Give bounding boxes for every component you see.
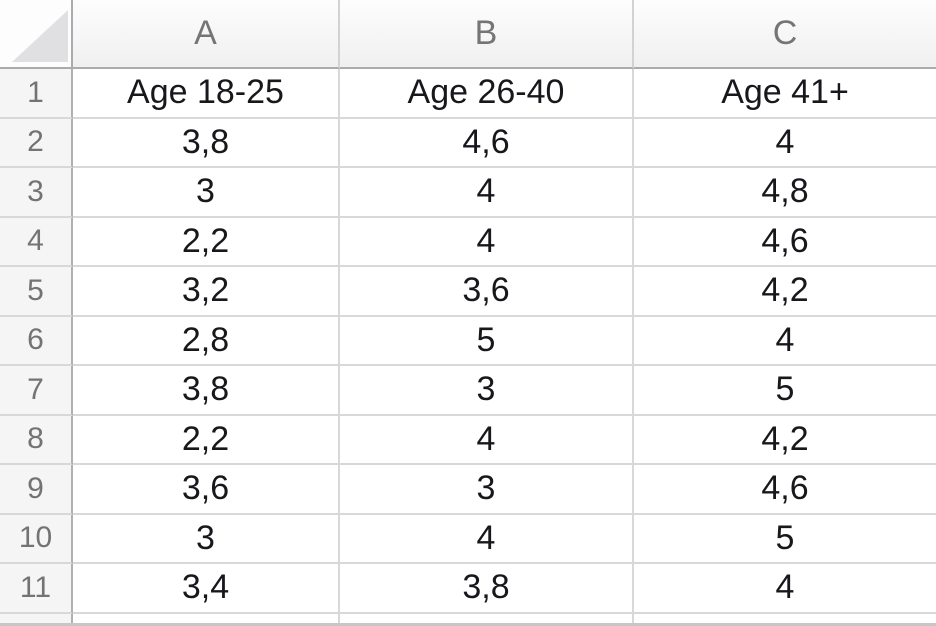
cell-a10[interactable]: 3 [73,514,340,564]
row-header-6[interactable]: 6 [0,316,73,366]
select-all-corner[interactable] [0,0,73,69]
cell-a7[interactable]: 3,8 [73,366,340,416]
cell-b1[interactable]: Age 26-40 [340,69,634,119]
cell-b7[interactable]: 3 [340,366,634,416]
row-header-9[interactable]: 9 [0,465,73,515]
column-header-row: A B C [0,0,936,69]
table-row: 5 3,2 3,6 4,2 [0,267,936,317]
row-header-2[interactable]: 2 [0,118,73,168]
cell-a3[interactable]: 3 [73,168,340,218]
cell-c8[interactable]: 4,2 [634,415,936,465]
row-header-12-partial[interactable] [0,613,73,626]
cell-a8[interactable]: 2,2 [73,415,340,465]
cell-b11[interactable]: 3,8 [340,564,634,614]
cell-c12-partial[interactable] [634,613,936,626]
cell-c11[interactable]: 4 [634,564,936,614]
cell-b2[interactable]: 4,6 [340,118,634,168]
cell-b3[interactable]: 4 [340,168,634,218]
cell-b8[interactable]: 4 [340,415,634,465]
column-header-c[interactable]: C [634,0,936,69]
table-row: 9 3,6 3 4,6 [0,465,936,515]
table-row: 1 Age 18-25 Age 26-40 Age 41+ [0,69,936,119]
table-row: 11 3,4 3,8 4 [0,564,936,614]
table-row: 7 3,8 3 5 [0,366,936,416]
cell-c7[interactable]: 5 [634,366,936,416]
table-row: 8 2,2 4 4,2 [0,415,936,465]
cell-b9[interactable]: 3 [340,465,634,515]
row-header-11[interactable]: 11 [0,564,73,614]
table-row: 6 2,8 5 4 [0,316,936,366]
cell-c6[interactable]: 4 [634,316,936,366]
table-row: 3 3 4 4,8 [0,168,936,218]
table-row-partial [0,613,936,626]
cell-c9[interactable]: 4,6 [634,465,936,515]
row-header-10[interactable]: 10 [0,514,73,564]
cell-a12-partial[interactable] [73,613,340,626]
cell-a11[interactable]: 3,4 [73,564,340,614]
cell-a6[interactable]: 2,8 [73,316,340,366]
cell-c4[interactable]: 4,6 [634,217,936,267]
cell-b10[interactable]: 4 [340,514,634,564]
cell-a1[interactable]: Age 18-25 [73,69,340,119]
cell-b5[interactable]: 3,6 [340,267,634,317]
table-row: 4 2,2 4 4,6 [0,217,936,267]
cell-a9[interactable]: 3,6 [73,465,340,515]
cell-a4[interactable]: 2,2 [73,217,340,267]
cell-a2[interactable]: 3,8 [73,118,340,168]
cell-c1[interactable]: Age 41+ [634,69,936,119]
row-header-7[interactable]: 7 [0,366,73,416]
row-header-4[interactable]: 4 [0,217,73,267]
cell-c10[interactable]: 5 [634,514,936,564]
row-header-3[interactable]: 3 [0,168,73,218]
cell-a5[interactable]: 3,2 [73,267,340,317]
table-row: 10 3 4 5 [0,514,936,564]
row-header-1[interactable]: 1 [0,69,73,119]
cell-b12-partial[interactable] [340,613,634,626]
select-all-triangle-icon [12,10,68,62]
clipped-gridline [0,623,936,626]
table-row: 2 3,8 4,6 4 [0,118,936,168]
column-header-b[interactable]: B [340,0,634,69]
row-header-8[interactable]: 8 [0,415,73,465]
cell-c2[interactable]: 4 [634,118,936,168]
cell-c3[interactable]: 4,8 [634,168,936,218]
cell-b6[interactable]: 5 [340,316,634,366]
cell-c5[interactable]: 4,2 [634,267,936,317]
column-header-a[interactable]: A [73,0,340,69]
row-header-5[interactable]: 5 [0,267,73,317]
cell-b4[interactable]: 4 [340,217,634,267]
